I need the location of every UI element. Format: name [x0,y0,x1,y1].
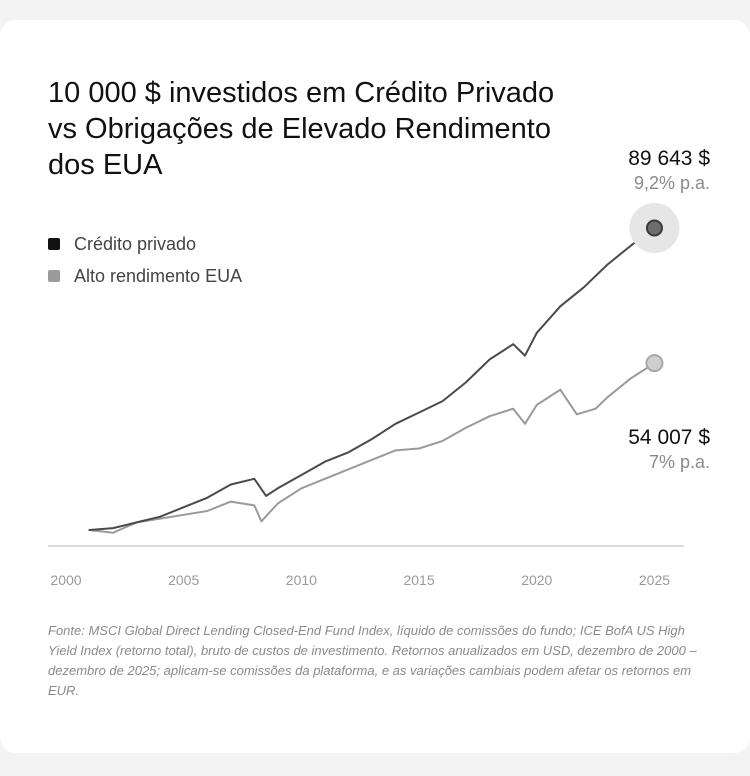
legend-item-us-high-yield: Alto rendimento EUA [48,265,242,287]
series-line-private-credit [88,227,656,531]
series-line-us-high-yield [88,362,656,534]
end-rate-private-credit: 9,2% p.a. [633,173,710,193]
end-value-private-credit: 89 643 $ [628,147,710,170]
chart-card [0,20,750,753]
x-tick-label-2000: 2000 [50,572,81,588]
legend-item-private-credit: Crédito privado [48,233,242,255]
end-marker-us-high-yield [645,354,664,373]
x-tick-label-2020: 2020 [521,572,552,588]
legend-label-private-credit: Crédito privado [74,233,197,254]
source-note: Fonte: MSCI Global Direct Lending Closed… [48,623,697,698]
end-marker-private-credit [645,219,663,237]
legend-swatch-us-high-yield [48,270,60,282]
end-value-us-high-yield: 54 007 $ [628,426,710,449]
x-tick-label-2010: 2010 [286,572,317,588]
chart-title: 10 000 $ investidos em Crédito Privado v… [48,77,555,181]
legend-swatch-private-credit [48,238,60,250]
legend-label-us-high-yield: Alto rendimento EUA [74,265,243,286]
x-tick-label-2015: 2015 [403,572,434,588]
x-tick-label-2005: 2005 [168,572,199,588]
end-label-us-high-yield: 54 007 $ 7% p.a. [628,425,710,473]
legend: Crédito privado Alto rendimento EUA [48,233,242,297]
end-label-private-credit: 89 643 $ 9,2% p.a. [628,146,710,194]
x-tick-label-2025: 2025 [639,572,670,588]
end-rate-us-high-yield: 7% p.a. [648,452,710,472]
